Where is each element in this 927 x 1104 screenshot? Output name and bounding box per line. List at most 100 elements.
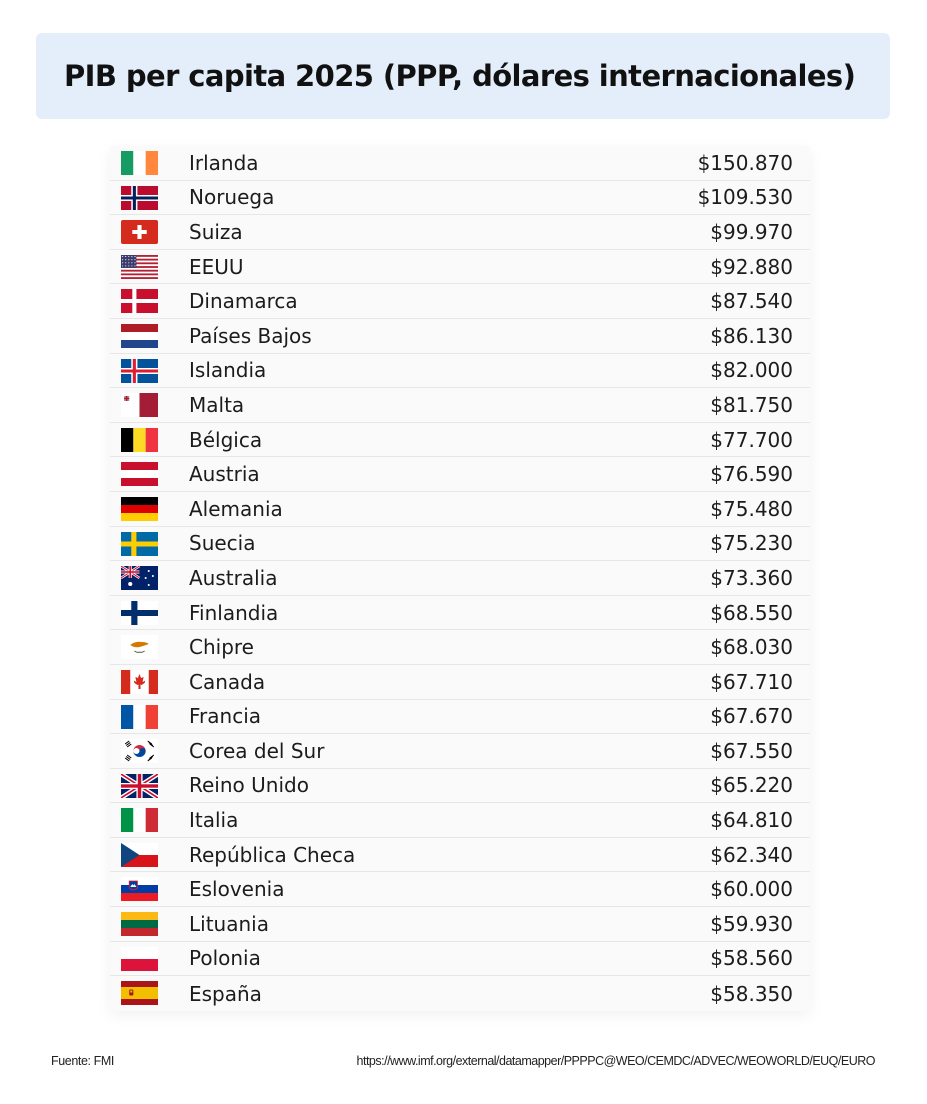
gdp-value: $58.560	[710, 946, 793, 971]
cyprus-flag-icon	[121, 635, 158, 660]
sweden-flag-icon	[121, 531, 158, 556]
table-row: Austria $76.590	[110, 457, 810, 492]
table-row: Bélgica $77.700	[110, 423, 810, 458]
table-row: EEUU $92.880	[110, 250, 810, 285]
country-name: Lituania	[189, 911, 269, 936]
gdp-table: Irlanda $150.870 Noruega $109.530 Suiza $99.9…	[110, 146, 810, 1011]
lithuania-flag-icon	[121, 912, 158, 937]
gdp-value: $86.130	[710, 323, 793, 348]
source-note: Fuente: FMI	[51, 1054, 114, 1068]
country-name: España	[189, 981, 262, 1006]
gdp-value: $99.970	[710, 219, 793, 244]
gdp-value: $77.700	[710, 427, 793, 452]
table-row: Suiza $99.970	[110, 215, 810, 250]
table-row: Islandia $82.000	[110, 354, 810, 389]
gdp-value: $58.350	[710, 981, 793, 1006]
table-row: Reino Unido $65.220	[110, 769, 810, 804]
table-row: Finlandia $68.550	[110, 596, 810, 631]
table-row: Alemania $75.480	[110, 492, 810, 527]
iceland-flag-icon	[121, 358, 158, 383]
country-name: Corea del Sur	[189, 738, 325, 763]
switzerland-flag-icon	[121, 220, 158, 245]
gdp-value: $150.870	[697, 150, 793, 175]
ireland-flag-icon	[121, 151, 158, 175]
gdp-value: $68.550	[710, 600, 793, 625]
country-name: Suecia	[189, 531, 256, 556]
gdp-value: $64.810	[710, 808, 793, 833]
south-korea-flag-icon	[121, 739, 158, 764]
table-row: Noruega $109.530	[110, 181, 810, 216]
gdp-value: $67.710	[710, 669, 793, 694]
gdp-value: $82.000	[710, 358, 793, 383]
gdp-value: $81.750	[710, 392, 793, 417]
gdp-value: $62.340	[710, 842, 793, 867]
gdp-value: $68.030	[710, 635, 793, 660]
country-name: Francia	[189, 704, 262, 729]
gdp-value: $60.000	[710, 877, 793, 902]
poland-flag-icon	[121, 946, 158, 971]
usa-flag-icon	[121, 254, 158, 279]
table-row: Chipre $68.030	[110, 630, 810, 665]
denmark-flag-icon	[121, 289, 158, 314]
gdp-value: $87.540	[710, 289, 793, 314]
table-row: Francia $67.670	[110, 700, 810, 735]
country-name: Suiza	[189, 219, 243, 244]
country-name: Irlanda	[189, 150, 259, 175]
country-name: Chipre	[189, 635, 254, 660]
table-row: Polonia $58.560	[110, 942, 810, 977]
country-name: República Checa	[189, 842, 356, 867]
belgium-flag-icon	[121, 427, 158, 452]
germany-flag-icon	[121, 496, 158, 521]
gdp-value: $109.530	[697, 185, 793, 210]
gdp-value: $67.670	[710, 704, 793, 729]
country-name: Noruega	[189, 185, 275, 210]
table-row: República Checa $62.340	[110, 838, 810, 873]
czech-flag-icon	[121, 842, 158, 867]
country-name: Países Bajos	[189, 323, 312, 348]
australia-flag-icon	[121, 566, 158, 591]
gdp-value: $73.360	[710, 565, 793, 590]
netherlands-flag-icon	[121, 323, 158, 348]
austria-flag-icon	[121, 462, 158, 487]
france-flag-icon	[121, 704, 158, 729]
gdp-value: $92.880	[710, 254, 793, 279]
slovenia-flag-icon	[121, 877, 158, 902]
norway-flag-icon	[121, 185, 158, 210]
country-name: EEUU	[189, 254, 244, 279]
table-row: España $58.350	[110, 976, 810, 1011]
title-banner: PIB per capita 2025 (PPP, dólares intern…	[36, 33, 890, 119]
table-row: Países Bajos $86.130	[110, 319, 810, 354]
country-name: Finlandia	[189, 600, 279, 625]
country-name: Polonia	[189, 946, 261, 971]
country-name: Bélgica	[189, 427, 263, 452]
canada-flag-icon	[121, 669, 158, 694]
table-row: Lituania $59.930	[110, 907, 810, 942]
country-name: Alemania	[189, 496, 283, 521]
table-row: Australia $73.360	[110, 561, 810, 596]
country-name: Islandia	[189, 358, 267, 383]
table-row: Dinamarca $87.540	[110, 284, 810, 319]
italy-flag-icon	[121, 808, 158, 833]
country-name: Canada	[189, 669, 266, 694]
country-name: Australia	[189, 565, 278, 590]
country-name: Malta	[189, 392, 245, 417]
source-url: https://www.imf.org/external/datamapper/…	[356, 1054, 876, 1068]
gdp-value: $75.230	[710, 531, 793, 556]
country-name: Dinamarca	[189, 289, 298, 314]
malta-flag-icon	[121, 393, 158, 418]
table-row: Irlanda $150.870	[110, 146, 810, 181]
table-row: Malta $81.750	[110, 388, 810, 423]
gdp-value: $76.590	[710, 462, 793, 487]
country-name: Italia	[189, 808, 239, 833]
uk-flag-icon	[121, 773, 158, 798]
gdp-value: $59.930	[710, 911, 793, 936]
table-row: Suecia $75.230	[110, 527, 810, 562]
country-name: Reino Unido	[189, 773, 309, 798]
table-row: Corea del Sur $67.550	[110, 734, 810, 769]
table-row: Eslovenia $60.000	[110, 872, 810, 908]
gdp-value: $67.550	[710, 738, 793, 763]
table-row: Italia $64.810	[110, 803, 810, 838]
gdp-value: $75.480	[710, 496, 793, 521]
chart-title: PIB per capita 2025 (PPP, dólares intern…	[64, 59, 856, 93]
country-name: Austria	[189, 462, 260, 487]
